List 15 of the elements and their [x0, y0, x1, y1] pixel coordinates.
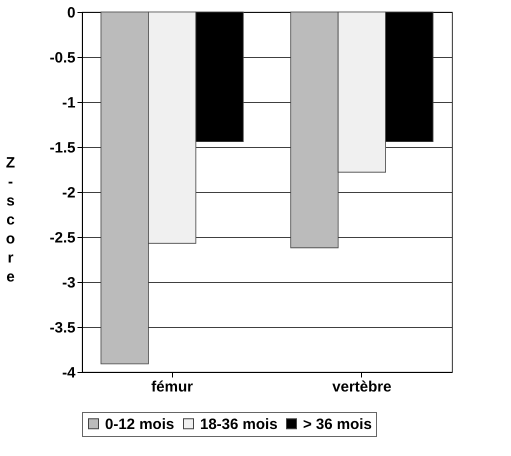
legend-label: 18-36 mois: [200, 416, 278, 433]
y-tick-label: 0: [67, 4, 76, 22]
x-tick-label: vertèbre: [332, 378, 392, 396]
y-axis-title: Z-score: [6, 154, 16, 286]
y-tick-label: -2.5: [50, 230, 76, 246]
y-tick-label: -1.5: [50, 140, 76, 156]
y-tick-label: -4: [62, 364, 76, 382]
x-tick-label: fémur: [151, 378, 194, 396]
y-tick-label: -3.5: [50, 320, 76, 336]
legend-label: > 36 mois: [303, 416, 372, 433]
y-tick-label: -0.5: [50, 50, 76, 66]
y-tick-label: -1: [62, 94, 76, 112]
y-tick-label: -3: [62, 274, 76, 292]
legend-label: 0-12 mois: [105, 416, 174, 433]
y-tick-label: -2: [62, 184, 76, 202]
